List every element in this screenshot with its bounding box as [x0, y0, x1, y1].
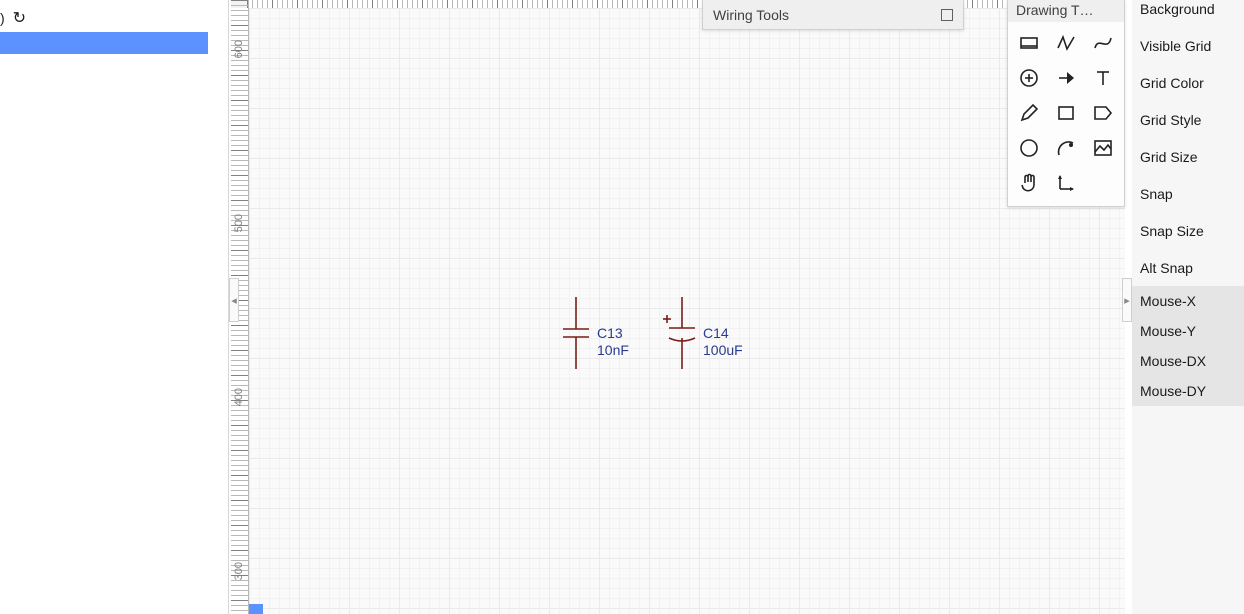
ellipse-icon	[1018, 137, 1040, 159]
property-label: Grid Size	[1140, 149, 1198, 165]
ruler-tick-label: 500	[233, 214, 245, 232]
text-frame-icon	[1018, 32, 1040, 54]
component-ref: C13	[597, 325, 623, 341]
property-label: Grid Color	[1140, 75, 1204, 91]
text-icon	[1092, 67, 1114, 89]
property-label: Snap	[1140, 186, 1173, 202]
left-splitter-handle[interactable]: ◂	[229, 278, 239, 322]
schematic-canvas[interactable]	[249, 8, 1125, 614]
tool-pencil[interactable]	[1011, 96, 1047, 130]
tool-polyline[interactable]	[1048, 26, 1084, 60]
property-background[interactable]: Background	[1132, 0, 1244, 27]
property-mouse-dy: Mouse-DY	[1132, 376, 1244, 406]
component-value: 100uF	[703, 342, 743, 358]
maximize-icon[interactable]	[941, 9, 953, 21]
tool-text-frame[interactable]	[1011, 26, 1047, 60]
property-grid-style[interactable]: Grid Style	[1132, 101, 1244, 138]
tool-hand[interactable]	[1011, 166, 1047, 200]
tool-origin[interactable]	[1048, 166, 1084, 200]
drawing-tools-grid	[1008, 22, 1124, 200]
component-C14[interactable]	[663, 297, 695, 369]
property-label: Background	[1140, 1, 1215, 17]
ruler-tick-label: 300	[233, 562, 245, 580]
tool-ellipse[interactable]	[1011, 131, 1047, 165]
schematic-svg	[249, 8, 1125, 614]
tool-tag[interactable]	[1085, 96, 1121, 130]
image-icon	[1092, 137, 1114, 159]
ruler-tick-label: 400	[233, 388, 245, 406]
left-sidebar-header: ) ↻	[0, 8, 228, 28]
left-header-text: )	[0, 10, 5, 26]
property-label: Grid Style	[1140, 112, 1201, 128]
component-ref: C14	[703, 325, 729, 341]
property-snap-size[interactable]: Snap Size	[1132, 212, 1244, 249]
tag-icon	[1092, 102, 1114, 124]
add-circle-icon	[1018, 67, 1040, 89]
tool-rect[interactable]	[1048, 96, 1084, 130]
property-label: Snap Size	[1140, 223, 1204, 239]
origin-icon	[1055, 172, 1077, 194]
polyline-icon	[1055, 32, 1077, 54]
tool-text[interactable]	[1085, 61, 1121, 95]
property-mouse-x: Mouse-X	[1132, 286, 1244, 316]
properties-panel: Background Visible Grid Grid Color Grid Sty…	[1132, 0, 1244, 614]
ruler-horizontal	[247, 0, 1125, 8]
component-value: 10nF	[597, 342, 629, 358]
wiring-tools-panel[interactable]: Wiring Tools	[702, 0, 964, 30]
property-label: Visible Grid	[1140, 38, 1211, 54]
tool-add-circle[interactable]	[1011, 61, 1047, 95]
drawing-tools-panel[interactable]: Drawing T…	[1007, 0, 1125, 207]
wiring-tools-title: Wiring Tools	[713, 7, 941, 23]
left-sidebar: ) ↻	[0, 0, 229, 614]
rect-icon	[1055, 102, 1077, 124]
property-label: Alt Snap	[1140, 260, 1193, 276]
right-splitter-handle[interactable]: ▸	[1122, 278, 1132, 322]
property-grid-color[interactable]: Grid Color	[1132, 64, 1244, 101]
hscroll-thumb[interactable]	[249, 604, 263, 614]
property-label: Mouse-X	[1140, 293, 1196, 309]
drawing-tools-title: Drawing T…	[1008, 0, 1124, 22]
property-visible-grid[interactable]: Visible Grid	[1132, 27, 1244, 64]
tool-arc[interactable]	[1048, 131, 1084, 165]
property-mouse-y: Mouse-Y	[1132, 316, 1244, 346]
curve-icon	[1092, 32, 1114, 54]
tool-curve[interactable]	[1085, 26, 1121, 60]
property-label: Mouse-Y	[1140, 323, 1196, 339]
property-mouse-dx: Mouse-DX	[1132, 346, 1244, 376]
refresh-icon[interactable]: ↻	[13, 8, 26, 28]
selected-project-row[interactable]	[0, 32, 208, 54]
arc-icon	[1055, 137, 1077, 159]
property-alt-snap[interactable]: Alt Snap	[1132, 249, 1244, 286]
property-label: Mouse-DY	[1140, 383, 1206, 399]
component-C13[interactable]	[563, 297, 589, 369]
component-label-C13[interactable]: C1310nF	[597, 325, 629, 359]
pencil-icon	[1018, 102, 1040, 124]
property-snap[interactable]: Snap	[1132, 175, 1244, 212]
property-label: Mouse-DX	[1140, 353, 1206, 369]
arrow-icon	[1055, 67, 1077, 89]
tool-arrow[interactable]	[1048, 61, 1084, 95]
ruler-tick-label: 600	[233, 40, 245, 58]
tool-image[interactable]	[1085, 131, 1121, 165]
component-label-C14[interactable]: C14100uF	[703, 325, 743, 359]
hand-icon	[1018, 172, 1040, 194]
property-grid-size[interactable]: Grid Size	[1132, 138, 1244, 175]
